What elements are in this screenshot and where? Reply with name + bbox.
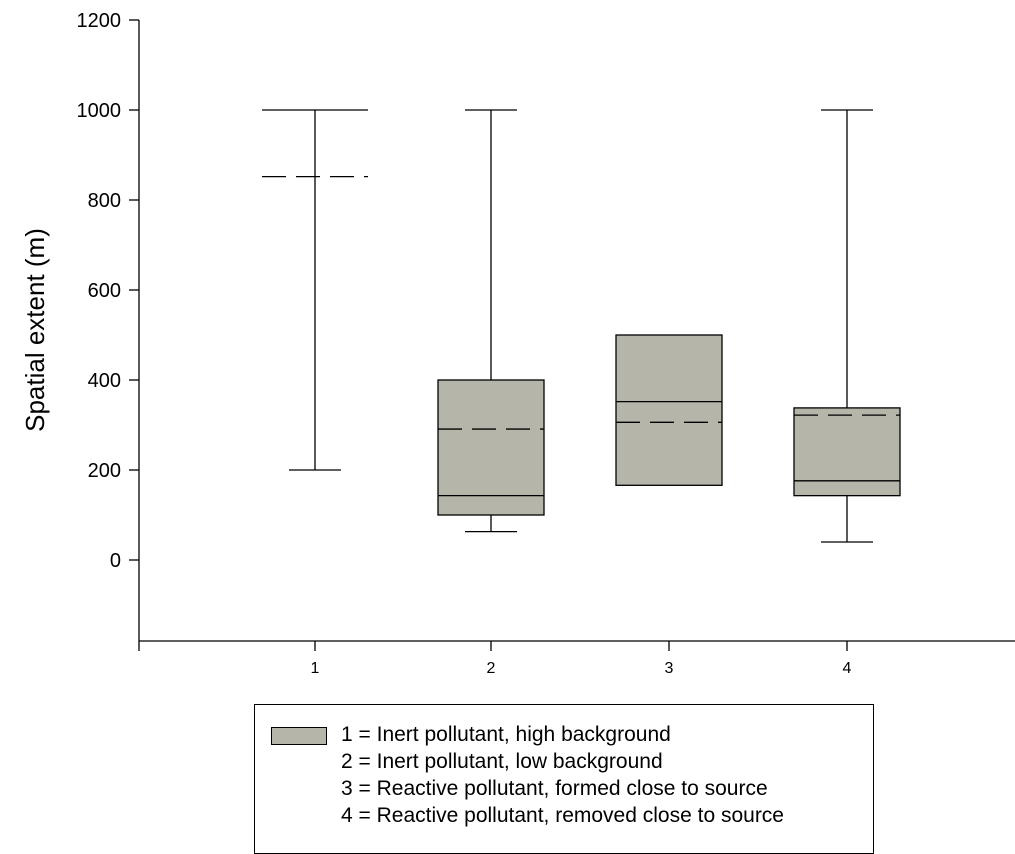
x-tick-label: 2 — [487, 660, 496, 677]
box — [794, 408, 900, 496]
y-tick-label: 400 — [88, 370, 121, 392]
legend-swatch — [271, 727, 327, 745]
y-tick-label: 1000 — [77, 100, 122, 122]
chart-marks — [262, 110, 900, 542]
legend: 1 = Inert pollutant, high background 2 =… — [254, 704, 874, 854]
x-tick-label: 4 — [843, 660, 852, 677]
y-tick-label: 0 — [110, 550, 121, 572]
legend-entry-2: 2 = Inert pollutant, low background — [341, 750, 663, 774]
y-tick-label: 600 — [88, 280, 121, 302]
legend-entry-3: 3 = Reactive pollutant, formed close to … — [341, 777, 768, 801]
x-tick-label: 3 — [665, 660, 674, 677]
y-tick-label: 1200 — [77, 10, 122, 32]
legend-entry-4: 4 = Reactive pollutant, removed close to… — [341, 804, 784, 828]
box — [438, 380, 544, 515]
y-tick-label: 200 — [88, 460, 121, 482]
y-tick-label: 800 — [88, 190, 121, 212]
axes: 0 200 400 600 800 1000 1200 1 2 3 4 — [77, 10, 1015, 677]
box — [616, 335, 722, 485]
legend-entry-1: 1 = Inert pollutant, high background — [341, 723, 671, 747]
x-tick-label: 1 — [311, 660, 320, 677]
y-axis-label: Spatial extent (m) — [20, 228, 50, 432]
